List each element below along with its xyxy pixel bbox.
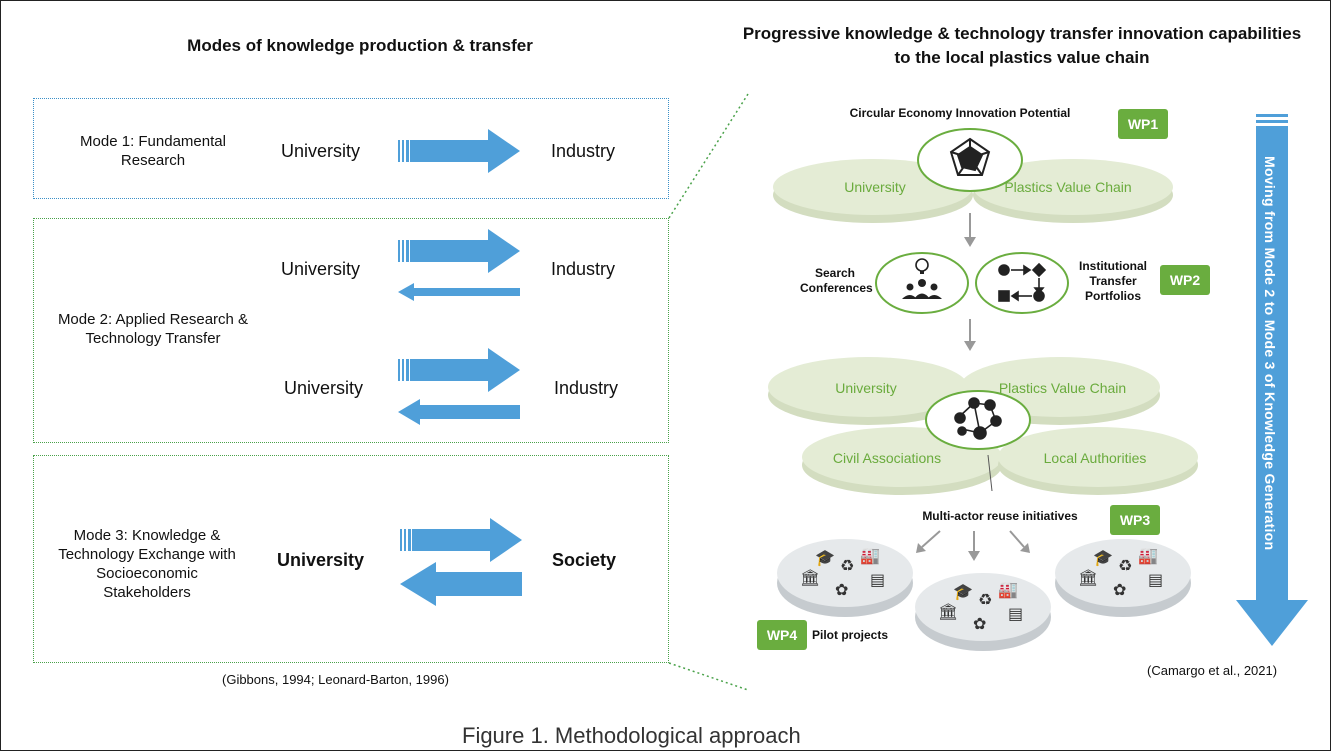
step1-disk-university-label: University: [844, 179, 906, 195]
mode3-label: Mode 3: Knowledge & Technology Exchange …: [58, 527, 236, 601]
step3-disk-university-label: University: [835, 380, 897, 396]
mode3-box: [33, 455, 669, 663]
pilot-projects-label: Pilot projects: [812, 628, 889, 642]
svg-text:✿: ✿: [835, 580, 848, 599]
pilot-disk-2: [915, 573, 1051, 641]
network-people-icon: [954, 397, 1002, 440]
multi-actor-label: Multi-actor reuse initiatives: [922, 509, 1078, 523]
mode2-arrow-b-back: [398, 399, 520, 425]
mode2-industry-a: Industry: [551, 259, 616, 279]
flow-arrows: [398, 129, 522, 606]
left-title: Modes of knowledge production & transfer: [187, 36, 533, 55]
transfer-portfolios-label: Institutional Transfer Portfolios: [1079, 259, 1147, 303]
svg-text:🎓: 🎓: [1093, 548, 1113, 567]
side-arrow-label: Moving from Mode 2 to Mode 3 of Knowledg…: [1262, 156, 1278, 551]
svg-text:✿: ✿: [1113, 580, 1126, 599]
mode2-industry-b: Industry: [554, 378, 619, 398]
mode1-industry: Industry: [551, 141, 616, 161]
process-flow-icon: [998, 262, 1047, 302]
svg-text:▤: ▤: [1148, 570, 1163, 589]
wp1-badge: WP1: [1118, 109, 1168, 139]
mode2-box: [33, 218, 669, 443]
step1-heading: Circular Economy Innovation Potential: [849, 106, 1071, 120]
mode2-university-b: University: [284, 378, 364, 398]
svg-text:♻: ♻: [978, 590, 992, 609]
mode1-university: University: [281, 141, 361, 161]
svg-text:🎓: 🎓: [953, 582, 973, 601]
step3-disk-civil-label: Civil Associations: [832, 450, 942, 466]
search-conferences-label: Search Conferences: [800, 266, 873, 295]
mode1-arrow: [398, 129, 520, 173]
mode3-arrow-forward: [400, 518, 522, 562]
pilot-icons-3: 🎓 ♻ 🏭 🏛 ▤ ✿: [1078, 546, 1163, 599]
svg-text:🏭: 🏭: [1138, 546, 1158, 565]
mode2-arrow-a-forward: [398, 229, 520, 273]
mode1-label: Mode 1: Fundamental Research: [80, 133, 226, 169]
step3-disk-local-label: Local Authorities: [1043, 450, 1147, 466]
pilot-icons-1: 🎓 ♻ 🏭 🏛 ▤ ✿: [800, 546, 885, 599]
mode2-arrow-b-forward: [398, 348, 520, 392]
svg-text:♻: ♻: [1118, 556, 1132, 575]
wp4-badge: WP4: [757, 620, 807, 650]
side-arrow: [1236, 114, 1308, 646]
pilot-icons-2: 🎓 ♻ 🏭 🏛 ▤ ✿: [938, 580, 1023, 633]
mode3-arrow-back: [400, 562, 522, 606]
svg-text:🏛: 🏛: [1078, 568, 1098, 587]
transfer-portfolios-circle: [975, 252, 1069, 314]
svg-text:♻: ♻: [840, 556, 854, 575]
mode3-university: University: [277, 550, 365, 570]
svg-text:🎓: 🎓: [815, 548, 835, 567]
svg-text:✿: ✿: [973, 614, 986, 633]
svg-text:🏭: 🏭: [860, 546, 880, 565]
wp2-badge: WP2: [1160, 265, 1210, 295]
mode2-university-a: University: [281, 259, 361, 279]
process-diagram: 🎓 ♻ 🏭 🏛 ▤ ✿ 🎓 ♻ 🏭 🏛 ▤ ✿ 🎓 ♻ 🏭 🏛 ▤ ✿: [768, 128, 1198, 651]
step3-disk-local: [998, 427, 1198, 487]
zoom-lines: [668, 93, 749, 691]
mode1-box: [33, 98, 669, 199]
wp3-badge: WP3: [1110, 505, 1160, 535]
mode2-label: Mode 2: Applied Research & Technology Tr…: [57, 311, 249, 347]
mode2-arrow-a-back: [398, 283, 520, 301]
step1-disk-plastics: [973, 159, 1173, 215]
svg-text:▤: ▤: [1008, 604, 1023, 623]
svg-text:🏭: 🏭: [998, 580, 1018, 599]
pilot-disk-3: [1055, 539, 1191, 607]
left-citation: (Gibbons, 1994; Leonard-Barton, 1996): [222, 672, 449, 687]
figure-caption: Figure 1. Methodological approach: [462, 723, 801, 748]
people-lightbulb-icon: [902, 258, 942, 299]
pilot-disk-1: [777, 539, 913, 607]
mode3-society: Society: [552, 550, 617, 570]
svg-text:🏛: 🏛: [800, 568, 820, 587]
radar-chart-icon: [949, 137, 991, 176]
step3-disk-plastics-label: Plastics Value Chain: [998, 380, 1127, 396]
svg-text:▤: ▤: [870, 570, 885, 589]
right-title: Progressive knowledge & technology trans…: [742, 24, 1302, 67]
svg-text:🏛: 🏛: [938, 602, 958, 621]
right-citation: (Camargo et al., 2021): [1147, 663, 1278, 678]
step1-disk-plastics-label: Plastics Value Chain: [1004, 179, 1132, 195]
step3-disk-university: [768, 357, 968, 417]
